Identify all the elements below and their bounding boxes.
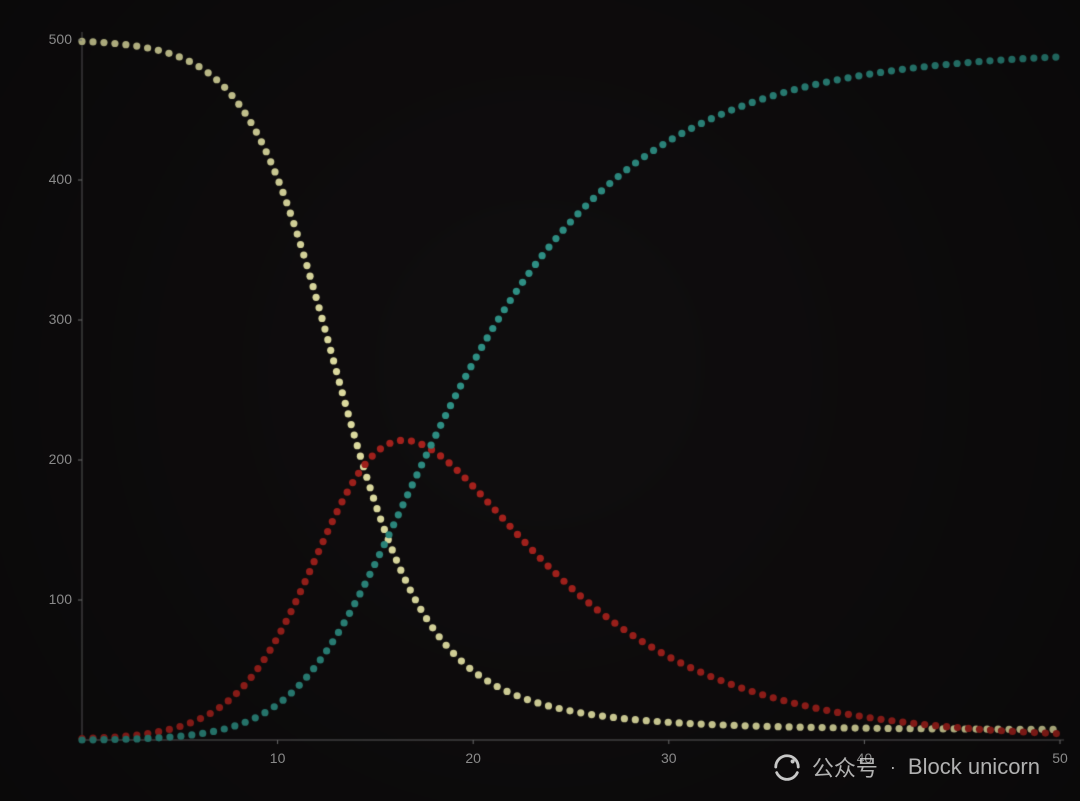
x-tick-label: 30 [661, 750, 677, 766]
x-tick-label: 40 [857, 750, 873, 766]
sir-scatter-chart [0, 0, 1080, 801]
chart-container: 100200300400500 1020304050 公众号 · Block u… [0, 0, 1080, 801]
y-tick-label: 300 [36, 311, 72, 327]
y-tick-label: 100 [36, 591, 72, 607]
x-tick-label: 20 [465, 750, 481, 766]
y-tick-label: 200 [36, 451, 72, 467]
y-tick-label: 500 [36, 31, 72, 47]
x-tick-label: 50 [1052, 750, 1068, 766]
x-tick-label: 10 [270, 750, 286, 766]
y-tick-label: 400 [36, 171, 72, 187]
